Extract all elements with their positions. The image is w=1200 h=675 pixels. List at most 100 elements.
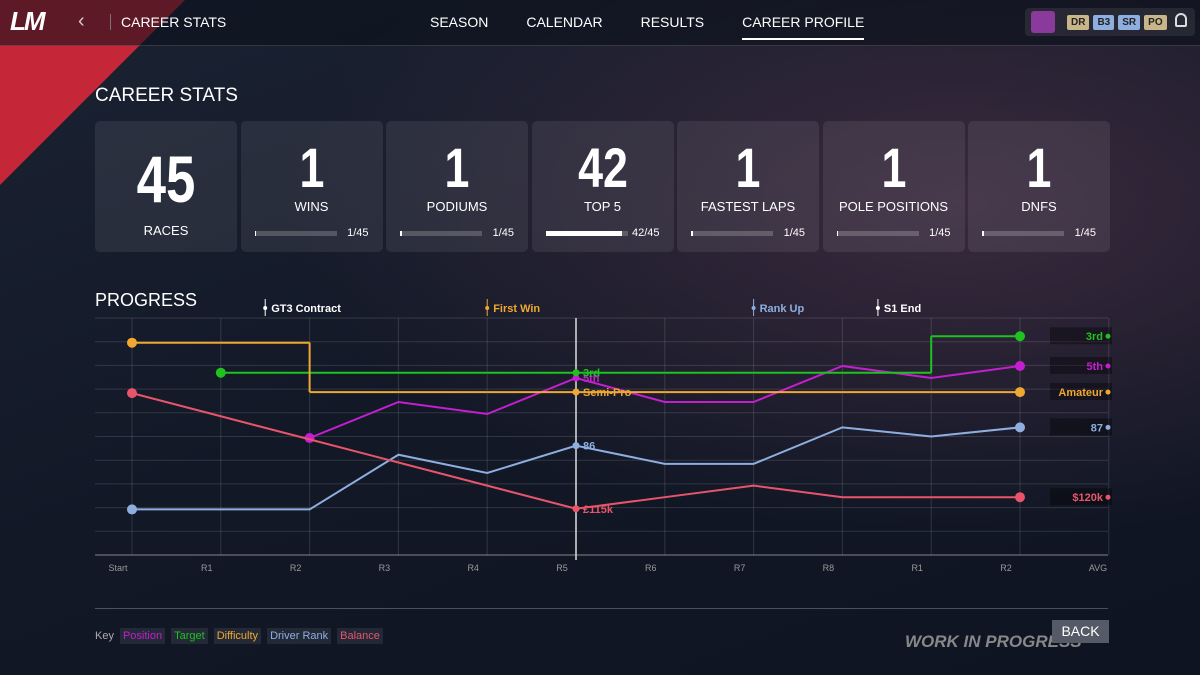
stat-card: 1 PODIUMS 1/45 bbox=[386, 121, 528, 252]
status: WORK IN PROGRESS bbox=[905, 632, 1082, 651]
x-tick-label: R2 bbox=[1000, 563, 1012, 573]
series-point bbox=[127, 388, 137, 399]
bell[interactable] bbox=[1175, 13, 1187, 27]
stat-ratio: 1/45 bbox=[783, 227, 805, 239]
stat-card: 1 DNFS 1/45 bbox=[968, 121, 1110, 252]
series-point bbox=[127, 337, 137, 348]
divider bbox=[95, 608, 1108, 609]
legend-entry[interactable]: Target bbox=[171, 628, 208, 644]
x-tick-label: R8 bbox=[823, 563, 835, 573]
cursor-point bbox=[572, 374, 580, 382]
cursor-label: 5th bbox=[583, 373, 600, 385]
x-tick-label: R7 bbox=[734, 563, 746, 573]
legend-entry[interactable]: Balance bbox=[337, 628, 383, 644]
progress-track bbox=[836, 231, 919, 236]
stat-label: DNFS bbox=[1021, 199, 1057, 214]
series-point bbox=[1015, 387, 1025, 398]
stat-label: RACES bbox=[143, 223, 189, 238]
cursor-label: 3rd bbox=[583, 368, 600, 380]
progress-track bbox=[254, 231, 337, 236]
avg-label-box bbox=[1050, 418, 1112, 436]
avg-label: 5th bbox=[1087, 361, 1104, 373]
legend-entry[interactable]: Driver Rank bbox=[267, 628, 332, 644]
legend-title: Key bbox=[95, 630, 114, 642]
x-tick-label: R4 bbox=[467, 563, 479, 573]
progress-track bbox=[400, 231, 482, 236]
cursor-label: 86 bbox=[583, 441, 595, 453]
progress-fill bbox=[691, 231, 693, 236]
cursor-label: Semi-Pro bbox=[583, 387, 632, 399]
badge: PO bbox=[1144, 14, 1167, 30]
stat-ratio: 42/45 bbox=[631, 227, 660, 239]
nav-tab[interactable]: RESULTS bbox=[640, 14, 705, 30]
avg-label-box bbox=[1050, 488, 1112, 506]
series-point bbox=[1015, 492, 1025, 503]
stat-label: FASTEST LAPS bbox=[700, 199, 796, 214]
avg-dot bbox=[1105, 424, 1111, 430]
legend-entry[interactable]: Difficulty bbox=[213, 628, 262, 644]
series-line bbox=[309, 364, 1021, 439]
progress-fill bbox=[982, 231, 984, 236]
avg-dot bbox=[1105, 363, 1111, 369]
back-button[interactable]: BACK bbox=[1052, 620, 1109, 643]
section-title: CAREER STATS bbox=[110, 14, 226, 30]
progress-chart: PROGRESS Start R1 R2 R3 R4 R5 R6 R7 R8 R1 R2 AVG GT3 … bbox=[95, 290, 1112, 573]
stat-card: 42 TOP 5 42/45 bbox=[531, 121, 674, 252]
cursor-point bbox=[572, 505, 580, 513]
progress-fill bbox=[400, 231, 402, 236]
cursor-point bbox=[572, 369, 580, 377]
section-heading: CAREER STATS bbox=[95, 85, 238, 106]
avg-label: 87 bbox=[1091, 422, 1103, 434]
avg-dot bbox=[1105, 389, 1111, 395]
stat-label: WINS bbox=[294, 199, 329, 214]
profile-badges[interactable]: DR B3 SR PO bbox=[1025, 8, 1195, 36]
avg-label: 3rd bbox=[1086, 331, 1103, 343]
event-label: GT3 Contract bbox=[271, 303, 341, 315]
tabs: SEASON CALENDAR RESULTS CAREER PROFILE bbox=[430, 14, 865, 40]
stat-value: 1 bbox=[299, 136, 324, 199]
progress-track bbox=[691, 231, 773, 236]
legend: Key Position Target Difficulty Driver Rank Ba… bbox=[95, 628, 383, 644]
stat-label: PODIUMS bbox=[426, 199, 488, 214]
stat-card: 1 POLE POSITIONS 1/45 bbox=[822, 121, 965, 252]
stat-value: 1 bbox=[1026, 136, 1052, 199]
badge: SR bbox=[1118, 14, 1141, 30]
series-point bbox=[1015, 361, 1025, 371]
progress-track bbox=[545, 231, 628, 236]
cursor-point bbox=[572, 388, 580, 396]
avg-label-box bbox=[1050, 327, 1112, 345]
avg-label-box bbox=[1050, 383, 1112, 401]
event-label: First Win bbox=[493, 303, 540, 315]
chart-title: PROGRESS bbox=[95, 290, 197, 310]
legend-entry[interactable]: Position bbox=[119, 628, 166, 644]
series-point bbox=[1015, 422, 1025, 433]
event-dot bbox=[485, 306, 490, 310]
event-dot bbox=[263, 306, 268, 310]
progress-fill bbox=[545, 231, 623, 236]
stat-cards: 45 RACES 1 WINS 1/45 1 PODIUMS 1/45 42 TOP 5 42/45… bbox=[95, 121, 1110, 252]
event-dot bbox=[751, 306, 756, 310]
nav-tab[interactable]: CAREER PROFILE bbox=[742, 14, 865, 40]
event-label: S1 End bbox=[884, 303, 921, 315]
x-tick-label: Start bbox=[108, 563, 128, 573]
stat-value: 1 bbox=[881, 136, 906, 199]
nav-tab[interactable]: CALENDAR bbox=[526, 14, 603, 30]
logo[interactable]: LM bbox=[10, 6, 46, 36]
avatar bbox=[1031, 11, 1055, 33]
progress-track bbox=[982, 231, 1064, 236]
badge: B3 bbox=[1093, 14, 1115, 30]
progress-fill bbox=[254, 231, 257, 236]
back-arrow[interactable]: ‹ bbox=[78, 10, 85, 32]
cursor-label: £115k bbox=[583, 504, 614, 516]
avg-dot bbox=[1105, 494, 1111, 500]
stat-value: 42 bbox=[577, 136, 628, 199]
event-label: Rank Up bbox=[760, 303, 805, 315]
nav-tab[interactable]: SEASON bbox=[430, 14, 489, 30]
stat-card: 1 WINS 1/45 bbox=[240, 121, 383, 252]
stat-ratio: 1/45 bbox=[929, 227, 951, 239]
x-tick-label: R3 bbox=[379, 563, 391, 573]
avg-label: Amateur bbox=[1058, 387, 1103, 399]
avg-label: $120k bbox=[1072, 492, 1103, 504]
stat-ratio: 1/45 bbox=[492, 227, 514, 239]
avg-label-box bbox=[1050, 357, 1112, 374]
